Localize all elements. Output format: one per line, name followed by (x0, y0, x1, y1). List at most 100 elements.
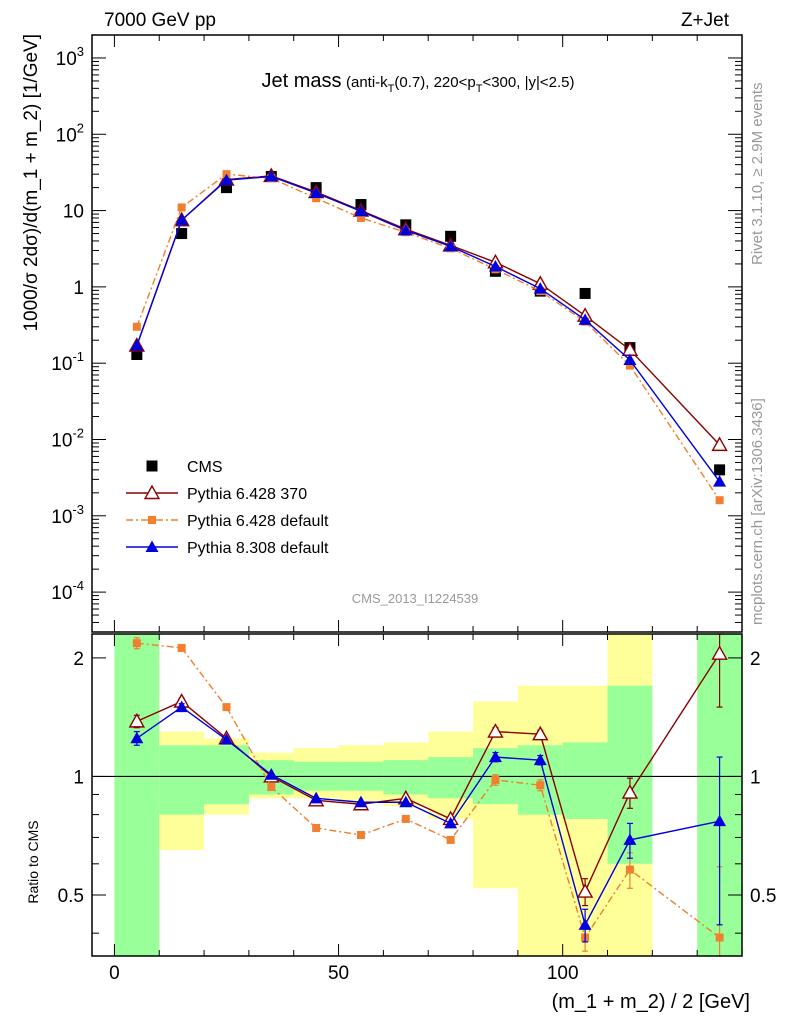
main-plot-series (128, 167, 728, 505)
ratio-series-2-point-5 (356, 831, 365, 840)
series-3-line (136, 175, 721, 483)
y-tick-label-3: 10-1 (51, 349, 84, 375)
ratio-series-3-point-8 (488, 750, 502, 763)
series-3-point-1 (175, 213, 189, 226)
green-band-1 (159, 745, 205, 815)
mcplots-label: mcplots.cern.ch [arXiv:1306.3436] (749, 398, 766, 625)
ratio-series-2-point-1 (177, 643, 186, 652)
ratio-frame (91, 633, 743, 957)
analysis-id: CMS_2013_I1224539 (352, 591, 479, 606)
series-2-point-5 (356, 213, 365, 222)
ratio-series-2-point-9 (536, 781, 545, 790)
ratio-series-2-point-12 (715, 933, 724, 942)
x-tick-label-1: 50 (328, 963, 349, 984)
series-3-point-12 (713, 475, 727, 487)
title-detail-1: (anti-k (346, 74, 388, 91)
series-2-point-1 (177, 203, 186, 212)
title-main: Jet mass (262, 70, 342, 92)
legend-label-3: Pythia 8.308 default (187, 540, 329, 557)
ratio-series-2-point-7 (446, 835, 455, 844)
x-axis-label: (m_1 + m_2) / 2 [GeV] (552, 991, 750, 1013)
series-3-point-8 (488, 259, 502, 272)
ratio-series-3-point-4 (309, 791, 323, 804)
header-right: Z+Jet (681, 10, 730, 31)
header-left: 7000 GeV pp (104, 10, 216, 31)
series-0-point-1 (176, 228, 188, 240)
ratio-series-3-point-0 (130, 731, 144, 744)
ratio-series-1-point-11 (621, 784, 639, 799)
ratio-series-3-point-10 (578, 918, 592, 930)
ratio-bands (114, 634, 742, 956)
legend-label-0: CMS (187, 459, 223, 476)
series-3-point-7 (444, 239, 458, 252)
main-frame (91, 34, 743, 633)
series-3-point-2 (219, 173, 233, 186)
y-tick-label-7: 103 (56, 44, 84, 70)
ratio-series-1-point-10 (576, 883, 594, 898)
ratio-series-3-point-11 (623, 833, 637, 845)
title-sub-2: T (476, 83, 483, 95)
axis-ticks: 0 50 100 10-4 10-3 10-2 10-1 1 10 102 103 0.5 0.5 1 1 2… (51, 34, 776, 984)
ratio-series-3-point-1 (175, 700, 189, 713)
ratio-tick-label-left-1: 1 (73, 767, 84, 788)
green-band-7 (428, 757, 474, 799)
series-1-line (136, 175, 721, 446)
y-tick-label-0: 10-4 (51, 578, 84, 604)
chart-title: Jet mass (anti-kT(0.7), 220<pT<300, |y|<… (262, 70, 575, 95)
y-axis-label: 1000/σ 2dσ)/d(m_1 + m_2) [1/GeV] (21, 34, 42, 332)
series-3-point-5 (354, 204, 368, 217)
ratio-tick-label-right-2: 2 (750, 649, 761, 670)
legend-marker-1 (143, 484, 161, 500)
series-2-point-12 (715, 496, 724, 505)
legend-marker-2 (148, 516, 156, 524)
green-band-2 (204, 745, 249, 805)
series-0-point-10 (579, 287, 591, 299)
ratio-tick-label-left-0: 0.5 (58, 886, 84, 907)
ratio-series-3-point-5 (354, 795, 368, 808)
x-tick-label-2: 100 (547, 963, 579, 984)
y-tick-label-4: 1 (73, 278, 84, 299)
series-0-point-12 (714, 464, 726, 476)
legend-label-2: Pythia 6.428 default (187, 513, 329, 530)
series-1-point-12 (711, 436, 728, 452)
ratio-series-1-point-9 (532, 725, 549, 741)
ratio-series-1-point-8 (487, 723, 504, 738)
ratio-series-3-point-12 (713, 814, 727, 827)
series-2-point-4 (312, 194, 321, 203)
series-3-point-10 (578, 313, 592, 325)
ratio-series-2-point-3 (267, 783, 276, 792)
ratio-series-2-point-2 (222, 703, 231, 712)
series-3-point-9 (533, 282, 547, 294)
series-2-line (136, 173, 721, 501)
ratio-series-2-point-6 (401, 814, 410, 823)
ratio-tick-label-right-0: 0.5 (750, 886, 776, 907)
legend-marker-0 (146, 460, 158, 472)
ratio-series-3-point-6 (399, 795, 413, 808)
series-2-point-11 (625, 361, 634, 370)
series-2-point-0 (132, 322, 141, 331)
y-tick-label-1: 10-3 (51, 502, 84, 528)
y-tick-label-6: 102 (56, 120, 84, 146)
ratio-series-2-point-4 (312, 823, 321, 832)
ratio-tick-label-right-1: 1 (750, 767, 761, 788)
ratio-axis-label: Ratio to CMS (25, 820, 41, 903)
title-detail-3: <300, |y|<2.5) (482, 74, 574, 91)
ratio-series-3-point-9 (533, 753, 547, 766)
x-tick-label-0: 0 (109, 963, 120, 984)
ratio-series-3-point-2 (219, 733, 233, 745)
y-tick-label-5: 10 (63, 202, 84, 223)
ratio-series-2-point-0 (132, 639, 141, 648)
plot-frames (91, 34, 743, 957)
ratio-series-1-point-0 (128, 712, 146, 728)
series-3-point-0 (130, 339, 144, 351)
ratio-series-2-point-11 (625, 865, 634, 874)
series-3-point-11 (623, 353, 637, 366)
ratio-series-1-point-12 (711, 645, 728, 660)
ratio-series-3-point-7 (444, 816, 458, 829)
series-3-point-4 (309, 186, 323, 198)
series-0-point-0 (131, 348, 143, 360)
series-0-point-7 (445, 230, 457, 242)
legend-marker-3 (145, 540, 159, 552)
